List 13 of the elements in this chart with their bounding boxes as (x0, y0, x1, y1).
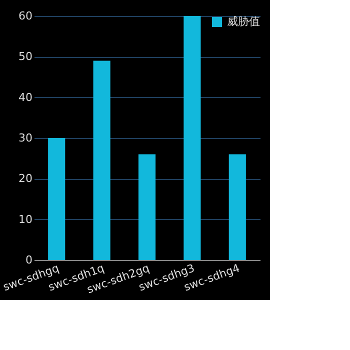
y-tick-label: 0 (26, 254, 32, 266)
y-tick-label: 60 (18, 10, 32, 22)
bar (184, 16, 201, 260)
y-tick-label: 30 (18, 132, 32, 144)
y-tick-label: 20 (18, 172, 32, 186)
y-tick-label: 10 (18, 212, 32, 226)
bar (138, 154, 156, 260)
bar (228, 154, 246, 260)
bar (93, 60, 110, 260)
y-tick-label: 50 (18, 50, 32, 64)
y-tick-label: 40 (18, 90, 32, 104)
legend-label: 威胁值 (227, 15, 260, 28)
bar (48, 138, 66, 260)
